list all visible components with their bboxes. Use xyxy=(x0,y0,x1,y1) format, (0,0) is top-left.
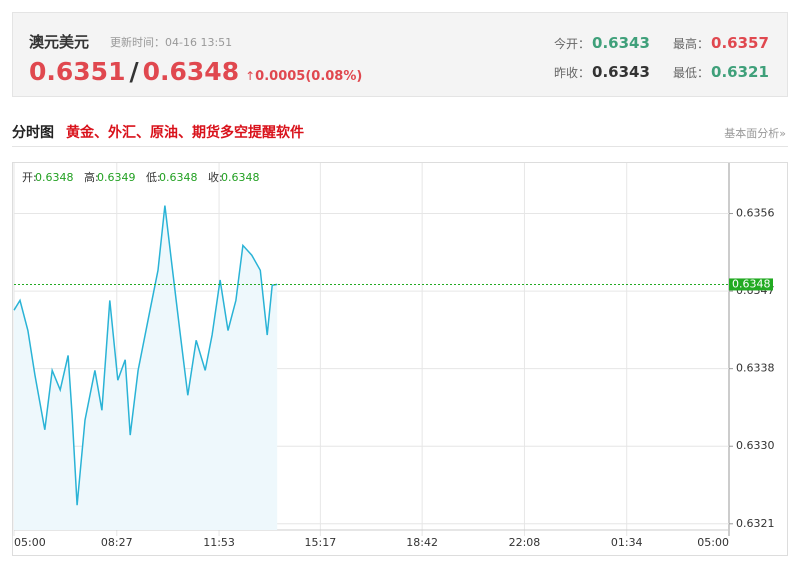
divider xyxy=(12,146,788,147)
bid-price: 0.6351 xyxy=(29,57,126,86)
stat: 最高： 0.6357 xyxy=(673,34,769,52)
stat-label: 最低： xyxy=(673,66,710,80)
info-label: 开: xyxy=(22,171,37,184)
quote-header: 澳元美元 更新时间：04-16 13:51 0.6351/0.6348 ↑0.00… xyxy=(12,12,788,97)
info-label: 低: xyxy=(146,171,161,184)
promo-link[interactable]: 黄金、外汇、原油、期货多空提醒软件 xyxy=(66,125,304,141)
stat-label: 最高： xyxy=(673,37,710,51)
x-tick-label: 22:08 xyxy=(509,536,541,549)
reference-label: 0.6348 xyxy=(732,277,771,290)
stat: 今开： 0.6343 xyxy=(554,34,650,52)
info-value: 0.6349 xyxy=(97,171,136,184)
stat: 昨收： 0.6343 xyxy=(554,63,650,81)
y-tick-label: 0.6330 xyxy=(736,439,775,452)
x-tick-label: 15:17 xyxy=(305,536,337,549)
info-value: 0.6348 xyxy=(221,171,260,184)
x-tick-label: 11:53 xyxy=(203,536,235,549)
update-time: 更新时间：04-16 13:51 xyxy=(110,36,233,49)
stat-value: 0.6357 xyxy=(711,34,769,52)
x-tick-label: 08:27 xyxy=(101,536,133,549)
y-tick-label: 0.6338 xyxy=(736,362,775,375)
info-value: 0.6348 xyxy=(159,171,198,184)
stat-value: 0.6343 xyxy=(592,63,650,81)
area xyxy=(14,205,278,530)
stat-label: 昨收： xyxy=(554,66,591,80)
x-tick-label: 18:42 xyxy=(406,536,438,549)
change: 0.0005(0.08%) xyxy=(255,69,363,84)
stat: 最低： 0.6321 xyxy=(673,63,769,81)
separator: / xyxy=(129,57,139,86)
reference-label-bg xyxy=(729,278,773,291)
y-tick-label: 0.6356 xyxy=(736,207,775,220)
ask-price: 0.6348 xyxy=(142,57,240,86)
info-label: 收: xyxy=(208,170,223,184)
section-title: 分时图 xyxy=(12,125,54,141)
x-tick-label: 05:00 xyxy=(14,536,46,549)
info-label: 高: xyxy=(84,170,99,184)
stat-label: 今开： xyxy=(554,37,591,51)
up-arrow: ↑ xyxy=(245,69,256,83)
analysis-link[interactable]: 基本面分析» xyxy=(724,127,786,140)
stat-value: 0.6343 xyxy=(592,34,650,52)
stat-value: 0.6321 xyxy=(711,63,769,81)
x-tick-label: 05:00 xyxy=(697,536,729,549)
symbol-name: 澳元美元 xyxy=(29,33,90,51)
x-tick-label: 01:34 xyxy=(611,536,643,549)
price-row: 0.6351/0.6348 ↑0.0005(0.08%) xyxy=(29,57,362,86)
price-line xyxy=(13,205,278,506)
y-tick-label: 0.6321 xyxy=(736,517,775,530)
chart-frame xyxy=(12,162,788,556)
info-value: 0.6348 xyxy=(35,171,74,184)
